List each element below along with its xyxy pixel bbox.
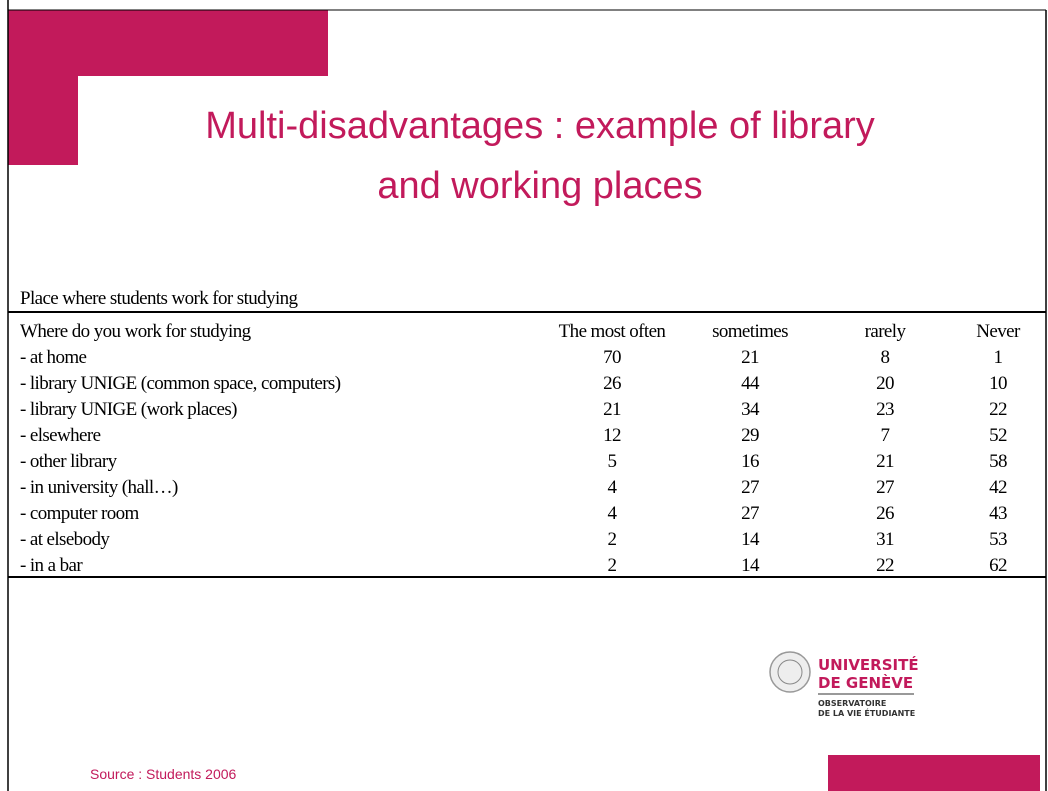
value-cell: 12 (603, 425, 621, 446)
accent-shape (8, 10, 328, 165)
value-cell: 44 (741, 373, 760, 394)
value-cell: 27 (741, 503, 759, 524)
row-label: - in university (hall…) (20, 477, 178, 498)
value-cell: 31 (876, 529, 894, 550)
value-cell: 26 (876, 503, 894, 524)
value-cell: 4 (608, 477, 618, 498)
source: Source : Students 2006 (90, 766, 237, 782)
logo: UNIVERSITÉ DE GENÈVE OBSERVATOIRE DE LA … (769, 651, 919, 718)
row-label: - other library (20, 451, 118, 472)
value-cell: 1 (994, 347, 1003, 368)
value-cell: 21 (603, 399, 621, 420)
value-cell: 2 (608, 555, 617, 576)
value-cell: 58 (989, 451, 1007, 472)
row-label: - library UNIGE (work places) (20, 399, 237, 420)
logo-name: DE GENÈVE (818, 673, 913, 692)
value-cell: 5 (608, 451, 617, 472)
value-cell: 14 (741, 529, 760, 550)
header-cell: Where do you work for studying (20, 321, 252, 342)
value-cell: 70 (603, 347, 621, 368)
logo-sub: DE LA VIE ÉTUDIANTE (818, 707, 915, 718)
row-label: - at home (20, 347, 87, 368)
value-cell: 22 (876, 555, 894, 576)
logo-sub: OBSERVATOIRE (818, 699, 886, 708)
row-label: - computer room (20, 503, 140, 524)
value-cell: 27 (876, 477, 894, 498)
value-cell: 16 (741, 451, 759, 472)
value-cell: 34 (741, 399, 760, 420)
title-line: and working places (377, 165, 702, 207)
row-label: - library UNIGE (common space, computers… (20, 373, 341, 394)
header-cell: rarely (865, 321, 907, 342)
table-caption: Place where students work for studying (20, 288, 299, 309)
header-cell: Never (976, 321, 1021, 342)
value-cell: 43 (989, 503, 1007, 524)
value-cell: 27 (741, 477, 759, 498)
value-cell: 21 (876, 451, 894, 472)
value-cell: 62 (989, 555, 1007, 576)
value-cell: 2 (608, 529, 617, 550)
value-cell: 7 (881, 425, 890, 446)
value-cell: 10 (989, 373, 1007, 394)
logo-name: UNIVERSITÉ (818, 655, 919, 674)
row-label: - in a bar (20, 555, 83, 576)
value-cell: 53 (989, 529, 1007, 550)
value-cell: 42 (989, 477, 1007, 498)
logo-emblem-inner (777, 659, 803, 685)
logo-emblem (769, 651, 811, 693)
accent-bar (828, 755, 1040, 791)
value-cell: 20 (876, 373, 894, 394)
header-cell: sometimes (712, 321, 788, 342)
value-cell: 4 (608, 503, 618, 524)
value-cell: 14 (741, 555, 760, 576)
header-cell: The most often (559, 321, 667, 342)
value-cell: 52 (989, 425, 1007, 446)
value-cell: 29 (741, 425, 759, 446)
value-cell: 23 (876, 399, 894, 420)
row-label: - elsewhere (20, 425, 101, 446)
title-line: Multi-disadvantages : example of library (205, 105, 875, 147)
value-cell: 8 (881, 347, 890, 368)
value-cell: 26 (603, 373, 621, 394)
value-cell: 21 (741, 347, 759, 368)
value-cell: 22 (989, 399, 1007, 420)
row-label: - at elsebody (20, 529, 110, 550)
